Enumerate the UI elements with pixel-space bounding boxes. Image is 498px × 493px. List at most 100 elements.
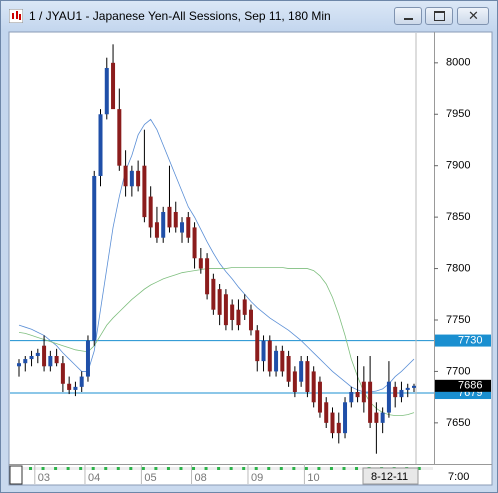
session-dot — [166, 467, 170, 470]
candle-body — [343, 402, 348, 434]
candle-body — [136, 170, 141, 187]
candle-body — [349, 391, 354, 403]
y-tick-label: 7800 — [446, 262, 470, 274]
y-tick-label: 7650 — [446, 417, 470, 429]
session-dot — [242, 467, 246, 470]
candle-body — [117, 109, 122, 166]
session-dot — [292, 467, 296, 470]
cursor-date-box — [362, 467, 419, 485]
session-dot — [129, 467, 133, 470]
candle-body — [154, 222, 159, 238]
candle-body — [148, 196, 153, 228]
candle-body — [161, 211, 166, 238]
session-dot — [217, 467, 221, 470]
candle-body — [330, 412, 335, 434]
candle-body — [223, 294, 228, 326]
candle-body — [267, 340, 272, 372]
session-dot — [342, 467, 346, 470]
candle-body — [180, 222, 185, 233]
last-price-box — [435, 379, 491, 392]
session-dot — [141, 467, 145, 470]
candle-body — [248, 309, 253, 331]
candle-body — [54, 355, 59, 364]
x-tick-label: 04 — [88, 472, 100, 484]
session-dot — [417, 467, 421, 470]
level-label-box — [435, 334, 491, 347]
session-dot — [267, 467, 271, 470]
x-tick-label: 10 — [307, 472, 319, 484]
y-tick-label: 8000 — [446, 57, 470, 69]
cursor-time: 7:00 — [448, 471, 469, 483]
candle-body — [73, 386, 78, 390]
close-button[interactable]: ✕ — [457, 7, 489, 25]
session-dot — [279, 467, 283, 470]
candle-body — [236, 309, 241, 326]
last-price-label: 7686 — [458, 380, 482, 392]
minimize-button[interactable] — [394, 7, 422, 25]
session-dot — [192, 467, 196, 470]
session-dot — [79, 467, 83, 470]
app-icon — [9, 9, 23, 23]
candle-body — [261, 340, 266, 362]
candle-body — [98, 114, 103, 176]
scroll-thumb[interactable] — [9, 465, 23, 485]
candle-body — [67, 383, 72, 390]
x-tick-label: 08 — [195, 472, 207, 484]
candle-body — [173, 211, 178, 228]
candle-body — [242, 299, 247, 315]
x-tick-label: 09 — [251, 472, 263, 484]
candle-body — [85, 340, 90, 377]
candle-body — [368, 381, 373, 423]
moving-average — [18, 267, 415, 417]
candle-body — [192, 227, 197, 259]
session-dot — [179, 467, 183, 470]
session-dot — [29, 467, 32, 470]
candle-body — [129, 170, 134, 187]
session-dot — [66, 467, 70, 470]
candle-body — [324, 402, 329, 423]
candle-body — [380, 412, 385, 423]
candle-body — [311, 371, 316, 403]
y-tick-label: 7850 — [446, 211, 470, 223]
candle-body — [405, 387, 410, 390]
session-dot — [204, 467, 208, 470]
candle-body — [305, 361, 310, 392]
candle-body — [29, 355, 34, 360]
candle-body — [211, 278, 216, 310]
candle-body — [111, 62, 116, 110]
y-tick-label: 7950 — [446, 108, 470, 120]
candle-body — [23, 359, 28, 364]
session-dot — [329, 467, 333, 470]
candle-body — [48, 355, 53, 367]
session-dot — [355, 467, 359, 470]
y-tick-label: 7750 — [446, 314, 470, 326]
session-dot — [317, 467, 321, 470]
session-dot — [254, 467, 258, 470]
candle-body — [393, 386, 398, 398]
session-strip — [23, 467, 433, 470]
session-dot — [116, 467, 120, 470]
candle-body — [286, 355, 291, 382]
session-dot — [54, 467, 58, 470]
session-dot — [229, 467, 233, 470]
candle-body — [217, 289, 222, 315]
moving-average — [18, 118, 415, 393]
candle-body — [205, 258, 210, 295]
candle-body — [230, 304, 235, 320]
candle-body — [17, 363, 21, 367]
session-dot — [41, 467, 45, 470]
maximize-button[interactable] — [425, 7, 453, 25]
window-title: 1 / JYAU1 - Japanese Yen-All Sessions, S… — [29, 9, 331, 23]
candle-body — [104, 67, 109, 115]
candle-body — [292, 371, 297, 392]
x-tick-label: 05 — [144, 472, 156, 484]
candle-body — [60, 363, 65, 384]
candle-body — [386, 381, 391, 413]
candle-body — [79, 376, 84, 387]
candle-body — [374, 412, 379, 423]
level-label: 7730 — [458, 334, 482, 346]
session-dot — [154, 467, 158, 470]
candle-body — [280, 350, 285, 372]
